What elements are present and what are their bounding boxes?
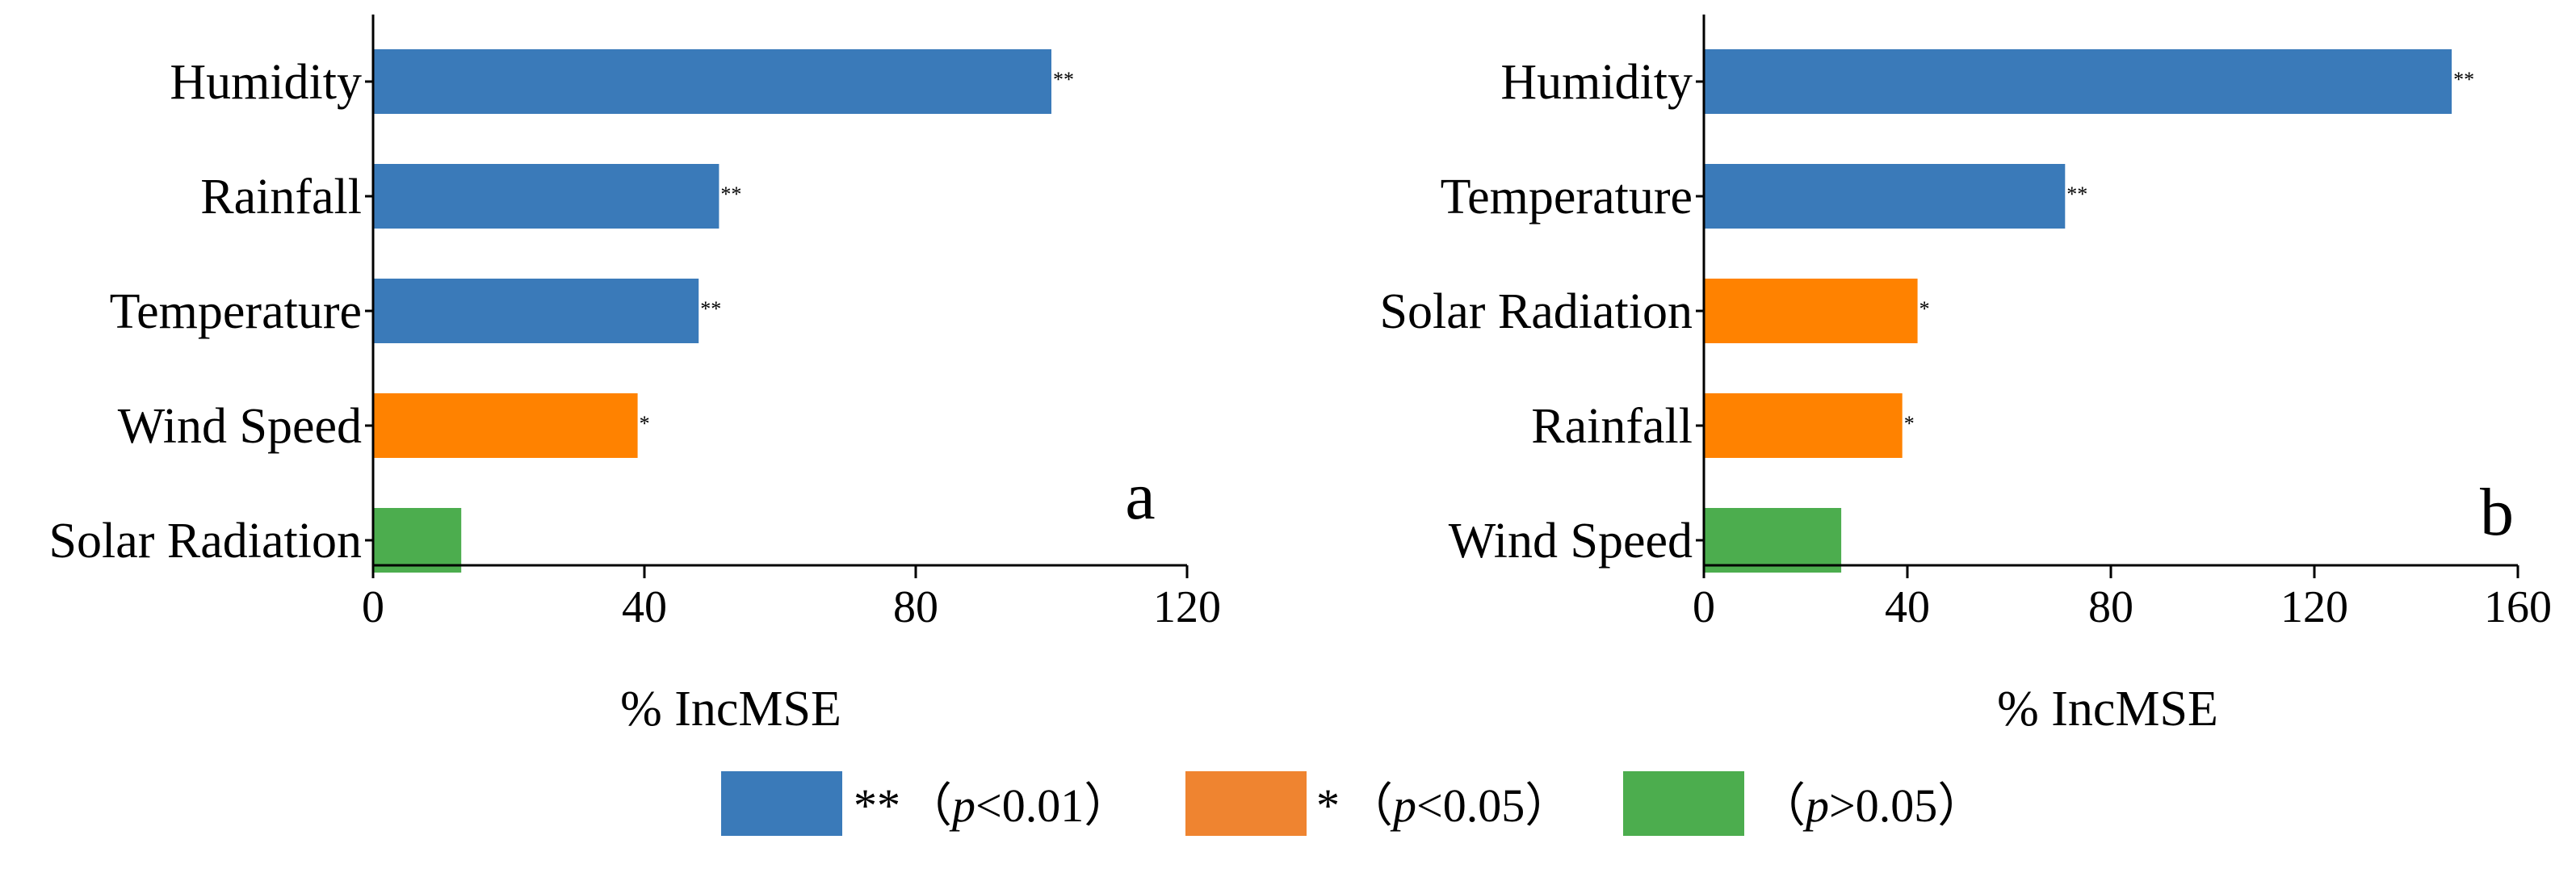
legend-p-p001: p (949, 779, 975, 832)
legend-swatch-ns (1623, 771, 1744, 836)
legend-open-ns: （ (1759, 779, 1806, 832)
legend-cond-ns: >0.05 (1829, 779, 1937, 832)
panel-a-letter: a (1125, 459, 1155, 534)
panel-a-significance-temperature: ** (700, 297, 721, 321)
legend-cond-p001: <0.01 (975, 779, 1084, 832)
panel-a-x-tick-label-80: 80 (893, 582, 938, 632)
panel-a-bar-temperature (373, 279, 699, 343)
panel-b-category-label-temperature: Temperature (1441, 170, 1693, 225)
panel-b-bar-rainfall (1704, 393, 1903, 458)
panel-b-x-tick-label-0: 0 (1693, 582, 1715, 632)
panel-b-category-label-solar-radiation: Solar Radiation (1380, 284, 1693, 339)
panel-a-significance-humidity: ** (1053, 68, 1074, 91)
panel-a-bars (373, 49, 1051, 573)
panel-a-x-tick-label-40: 40 (622, 582, 667, 632)
panel-a-category-label-rainfall: Rainfall (200, 170, 362, 225)
panel-a-bar-rainfall (373, 164, 720, 229)
panel-b-significance-temperature: ** (2066, 183, 2087, 206)
legend-open-p001: （ (905, 779, 952, 832)
legend-p-ns: p (1802, 779, 1829, 832)
panel-a-category-label-solar-radiation: Solar Radiation (49, 514, 362, 569)
panel-a-x-axis-title: % IncMSE (620, 682, 841, 737)
legend-stars-p005: * (1316, 779, 1340, 832)
panel-b-chart: Humidity ** Temperature ** Solar Radiation * R… (1380, 15, 2552, 737)
panel-b-letter: b (2480, 475, 2514, 550)
panel-b-significance-rainfall: * (1904, 412, 1915, 435)
panel-a-x-tick-label-120: 120 (1153, 582, 1221, 632)
panel-b-bar-solar-radiation (1704, 279, 1918, 343)
legend-stars-p001: ** (854, 779, 900, 832)
legend-label-p005: * （p<0.05） (1316, 779, 1571, 832)
panel-b-bar-temperature (1704, 164, 2066, 229)
legend-swatch-p001 (721, 771, 842, 836)
panel-b-x-tick-label-160: 160 (2484, 582, 2552, 632)
panel-b-axes (1696, 15, 2519, 578)
panel-b-significance-solar-radiation: * (1919, 297, 1930, 321)
panel-b-x-tick-label-80: 80 (2088, 582, 2133, 632)
panel-a-significance-rainfall: ** (720, 183, 741, 206)
panel-b-x-tick-label-120: 120 (2280, 582, 2348, 632)
panel-a-bar-solar-radiation (373, 508, 462, 573)
panel-a-category-label-temperature: Temperature (110, 284, 362, 339)
panel-a-bar-wind-speed (373, 393, 638, 458)
legend-open-p005: （ (1346, 779, 1393, 832)
panel-a-bar-humidity (373, 49, 1051, 114)
panel-b-bar-humidity (1704, 49, 2452, 114)
legend-close-p005: ） (1525, 779, 1571, 832)
legend-p-p005: p (1390, 779, 1416, 832)
legend-label-ns: （p>0.05） (1759, 779, 1984, 832)
panel-b-bars (1704, 49, 2452, 573)
legend: ** （p<0.01） * （p<0.05） （p>0.05） (721, 771, 1984, 836)
legend-swatch-p005 (1185, 771, 1307, 836)
panel-b-labels: Humidity ** Temperature ** Solar Radiation * R… (1380, 55, 2552, 632)
panel-b-x-tick-label-40: 40 (1885, 582, 1930, 632)
panel-a-significance-wind-speed: * (640, 412, 650, 435)
panel-a-category-label-wind-speed: Wind Speed (118, 399, 362, 454)
panel-a-chart: Humidity ** Rainfall ** Temperature ** Wind Sp… (49, 15, 1221, 737)
legend-close-ns: ） (1937, 779, 1984, 832)
legend-close-p001: ） (1084, 779, 1131, 832)
panel-b-x-axis-title: % IncMSE (1997, 682, 2218, 737)
panel-a-category-label-humidity: Humidity (170, 55, 362, 110)
panel-b-bar-wind-speed (1704, 508, 1842, 573)
panel-a-x-tick-label-0: 0 (362, 582, 384, 632)
legend-label-p001: ** （p<0.01） (854, 779, 1131, 832)
panel-a-labels: Humidity ** Rainfall ** Temperature ** Wind Sp… (49, 55, 1221, 632)
panel-b-category-label-humidity: Humidity (1500, 55, 1693, 110)
panel-b-significance-humidity: ** (2453, 68, 2474, 91)
legend-cond-p005: <0.05 (1416, 779, 1525, 832)
panel-b-category-label-rainfall: Rainfall (1531, 399, 1693, 454)
panel-b-category-label-wind-speed: Wind Speed (1449, 514, 1693, 569)
panel-a-axes (365, 15, 1189, 578)
